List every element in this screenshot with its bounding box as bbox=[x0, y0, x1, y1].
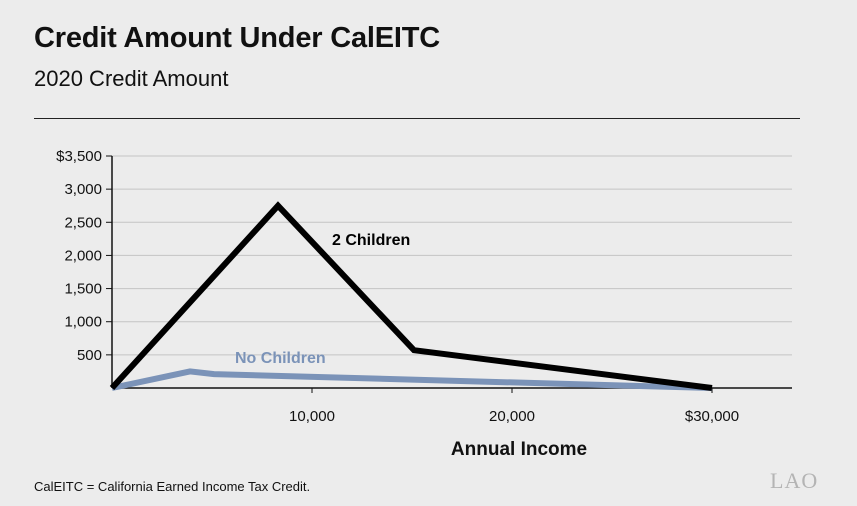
y-tick-label: 1,500 bbox=[64, 281, 102, 298]
series-line-2-children bbox=[109, 201, 713, 391]
header-divider bbox=[34, 118, 800, 119]
x-tick-label: 20,000 bbox=[489, 408, 535, 425]
chart-subtitle: 2020 Credit Amount bbox=[34, 66, 229, 91]
y-tick-label: $3,500 bbox=[56, 148, 102, 165]
chart-title: Credit Amount Under CalEITC bbox=[34, 22, 440, 54]
y-tick-label: 2,500 bbox=[64, 214, 102, 231]
x-axis-label: Annual Income bbox=[451, 439, 587, 460]
x-tick-label: 10,000 bbox=[289, 408, 335, 425]
series-line-no-children bbox=[111, 368, 713, 391]
x-tick-label: $30,000 bbox=[685, 408, 739, 425]
y-tick-label: 500 bbox=[77, 347, 102, 364]
y-tick-label: 1,000 bbox=[64, 314, 102, 331]
series-label-2-children: 2 Children bbox=[332, 232, 410, 249]
lao-logo: LAO bbox=[770, 468, 819, 493]
series-label-no-children: No Children bbox=[235, 350, 326, 367]
y-tick-label: 2,000 bbox=[64, 247, 102, 264]
y-tick-label: 3,000 bbox=[64, 181, 102, 198]
footnote: CalEITC = California Earned Income Tax C… bbox=[34, 479, 311, 494]
